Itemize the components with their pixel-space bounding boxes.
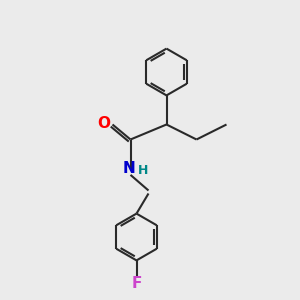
Text: H: H	[138, 164, 148, 178]
Text: F: F	[131, 276, 142, 291]
Text: O: O	[98, 116, 111, 130]
Text: N: N	[123, 160, 135, 175]
